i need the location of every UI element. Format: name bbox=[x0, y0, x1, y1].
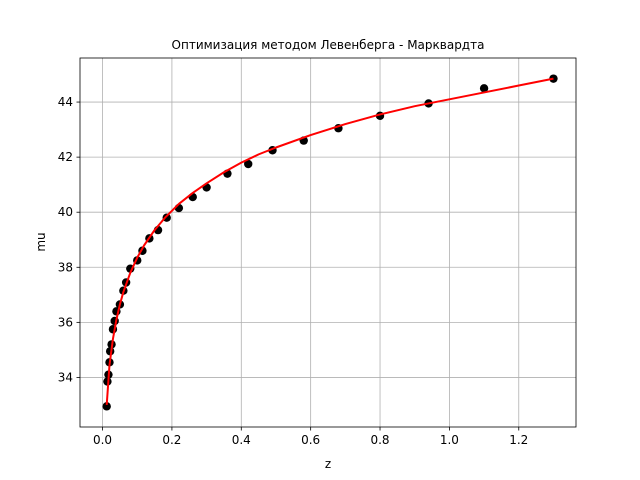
data-point bbox=[479, 84, 489, 93]
x-tick-label: 0.4 bbox=[232, 433, 251, 447]
data-point bbox=[102, 402, 111, 411]
x-tick-label: 0.0 bbox=[93, 433, 112, 447]
chart-title: Оптимизация методом Левенберга - Марквар… bbox=[172, 38, 485, 52]
y-tick-label: 34 bbox=[58, 370, 73, 384]
y-tick-label: 36 bbox=[58, 315, 73, 329]
y-axis-label: mu bbox=[34, 232, 48, 251]
y-tick-label: 44 bbox=[58, 95, 73, 109]
y-tick-label: 42 bbox=[58, 150, 73, 164]
data-point bbox=[549, 74, 558, 83]
data-point bbox=[244, 159, 253, 169]
x-axis-label: z bbox=[325, 457, 331, 471]
x-tick-label: 0.8 bbox=[370, 433, 389, 447]
axes-frame bbox=[79, 57, 577, 428]
x-tick-label: 0.6 bbox=[301, 433, 320, 447]
x-tick-label: 1.2 bbox=[509, 433, 528, 447]
plot-area bbox=[102, 74, 558, 411]
ticks: 0.0 0.2 0.4 0.6 0.8 1.0 1.2 34 36 38 40 42 44 bbox=[58, 95, 529, 447]
y-tick-label: 40 bbox=[58, 205, 73, 219]
data-point bbox=[162, 213, 171, 222]
y-tick-label: 38 bbox=[58, 260, 73, 274]
fit-curve bbox=[105, 77, 554, 406]
x-tick-label: 0.2 bbox=[162, 433, 181, 447]
grid bbox=[80, 58, 576, 427]
x-tick-label: 1.0 bbox=[440, 433, 459, 447]
